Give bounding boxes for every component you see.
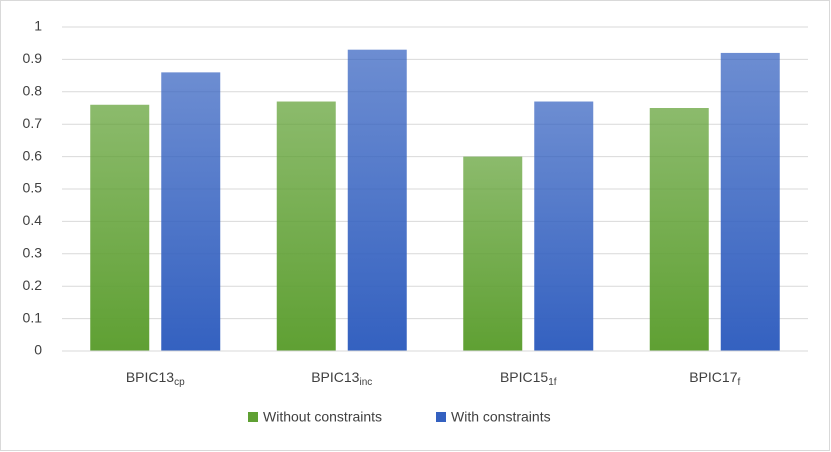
y-tick-label: 0.7: [23, 115, 43, 131]
x-tick-label: BPIC17f: [689, 369, 740, 388]
category-label: BPIC17: [689, 369, 737, 385]
y-tick-label: 1: [34, 18, 42, 34]
y-tick-label: 0.8: [23, 83, 43, 99]
y-tick-label: 0.1: [23, 309, 43, 325]
category-label: BPIC15: [500, 369, 548, 385]
bar: [90, 104, 150, 351]
y-tick-label: 0: [34, 342, 42, 358]
category-label: BPIC13: [126, 369, 174, 385]
bar: [720, 52, 780, 352]
legend-label: Without constraints: [263, 409, 382, 425]
y-tick-label: 0.4: [23, 212, 43, 228]
legend-swatch: [248, 412, 258, 422]
bar: [276, 101, 336, 352]
y-tick-label: 0.3: [23, 245, 43, 261]
category-subscript: inc: [359, 377, 372, 388]
legend-label: With constraints: [451, 409, 551, 425]
category-subscript: f: [737, 377, 740, 388]
legend-swatch: [436, 412, 446, 422]
x-tick-label: BPIC13cp: [126, 369, 185, 388]
category-subscript: 1f: [548, 377, 557, 388]
bar: [649, 108, 709, 351]
category-subscript: cp: [174, 377, 185, 388]
bar: [534, 101, 594, 352]
y-tick-label: 0.9: [23, 50, 43, 66]
category-label: BPIC13: [311, 369, 359, 385]
y-tick-label: 0.5: [23, 180, 43, 196]
x-tick-label: BPIC151f: [500, 369, 557, 388]
y-tick-label: 0.2: [23, 277, 43, 293]
bar: [161, 72, 221, 352]
bar: [463, 156, 523, 351]
x-tick-label: BPIC13inc: [311, 369, 372, 388]
y-tick-label: 0.6: [23, 147, 43, 163]
bar: [347, 49, 407, 352]
